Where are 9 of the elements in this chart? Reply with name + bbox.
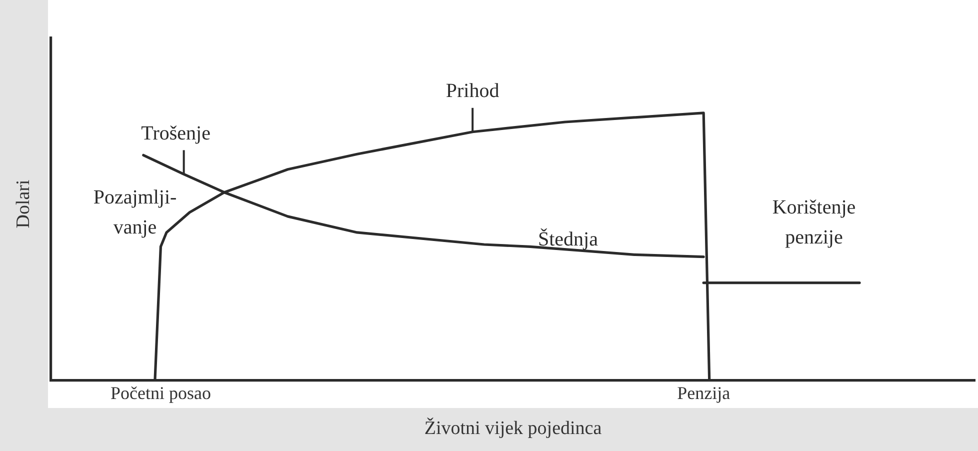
annotation: Korištenje penzije: [772, 196, 856, 248]
y-axis-title: Dolari: [13, 180, 35, 228]
x-axis-title: Životni vijek pojedinca: [424, 418, 602, 440]
x-tick-label: Penzija: [677, 382, 730, 403]
x-tick-label: Početni posao: [110, 382, 211, 403]
series-label: Prihod: [446, 80, 500, 102]
annotation: Pozajmlji- vanje: [93, 186, 177, 238]
annotation: Štednja: [538, 227, 598, 250]
series-label: Trošenje: [141, 122, 211, 144]
